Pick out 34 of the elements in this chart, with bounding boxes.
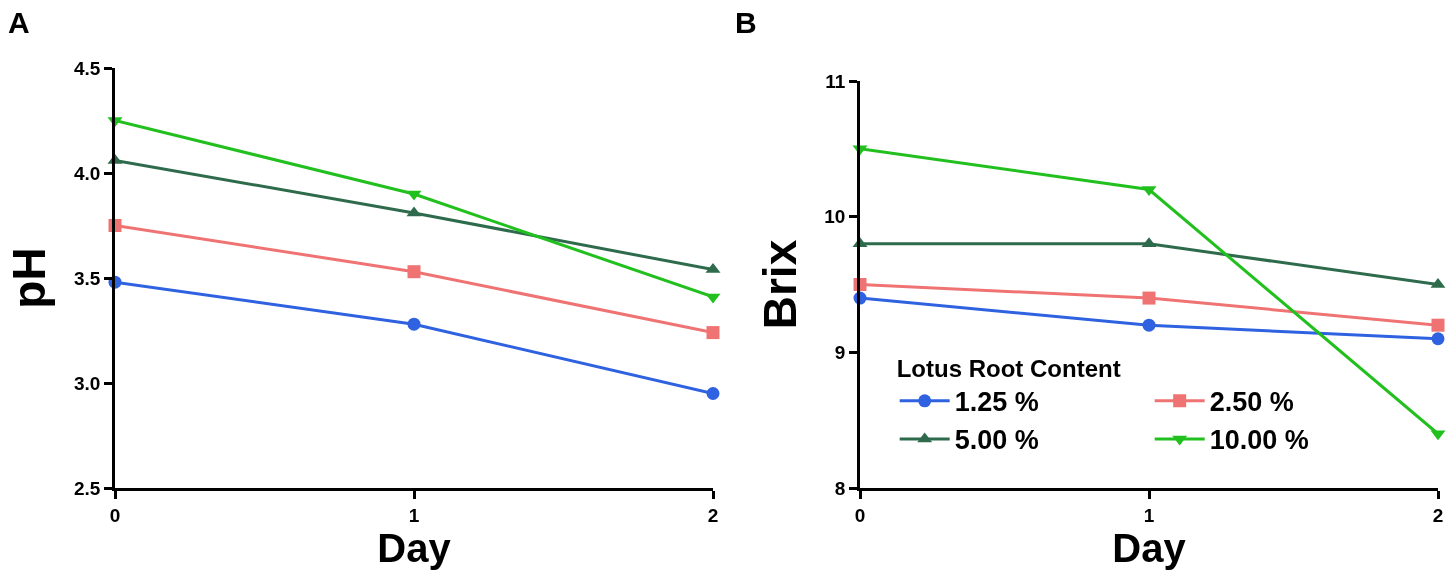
- x-axis-title: Day: [377, 525, 452, 570]
- y-tick-label: 8: [834, 477, 846, 499]
- x-axis-title: Day: [1112, 525, 1187, 570]
- point: [407, 265, 421, 279]
- chart-title: B: [735, 6, 757, 39]
- legend-title: Lotus Root Content: [896, 354, 1121, 382]
- legend-label: 1.25 %: [954, 387, 1039, 418]
- legend-label: 10.00 %: [1209, 425, 1309, 456]
- x-tick-label: 0: [854, 504, 866, 526]
- x-tick-label: 2: [1432, 504, 1444, 526]
- point: [706, 387, 720, 400]
- legend-label: 2.50 %: [1209, 387, 1294, 418]
- point: [1142, 291, 1156, 305]
- point: [407, 317, 421, 331]
- y-tick-label: 4.0: [74, 162, 101, 184]
- y-axis-title: Brix: [753, 239, 806, 330]
- x-tick-label: 1: [1143, 504, 1155, 526]
- chart-title: A: [8, 6, 30, 39]
- y-tick-label: 9: [834, 341, 846, 363]
- x-tick-label: 0: [109, 504, 121, 526]
- y-tick-label: 3.5: [74, 267, 101, 289]
- point: [706, 326, 720, 340]
- y-axis-title: pH: [3, 247, 56, 309]
- y-tick-label: 11: [825, 70, 846, 92]
- point: [1142, 318, 1156, 332]
- y-tick-label: 2.5: [74, 477, 101, 499]
- y-tick-label: 4.5: [74, 57, 101, 79]
- y-tick-label: 3.0: [74, 372, 101, 394]
- x-tick-label: 1: [408, 504, 420, 526]
- y-tick-label: 10: [824, 206, 846, 228]
- point: [1431, 318, 1445, 332]
- legend-label: 5.00 %: [954, 425, 1039, 456]
- x-tick-label: 2: [707, 504, 719, 526]
- point: [1431, 332, 1445, 346]
